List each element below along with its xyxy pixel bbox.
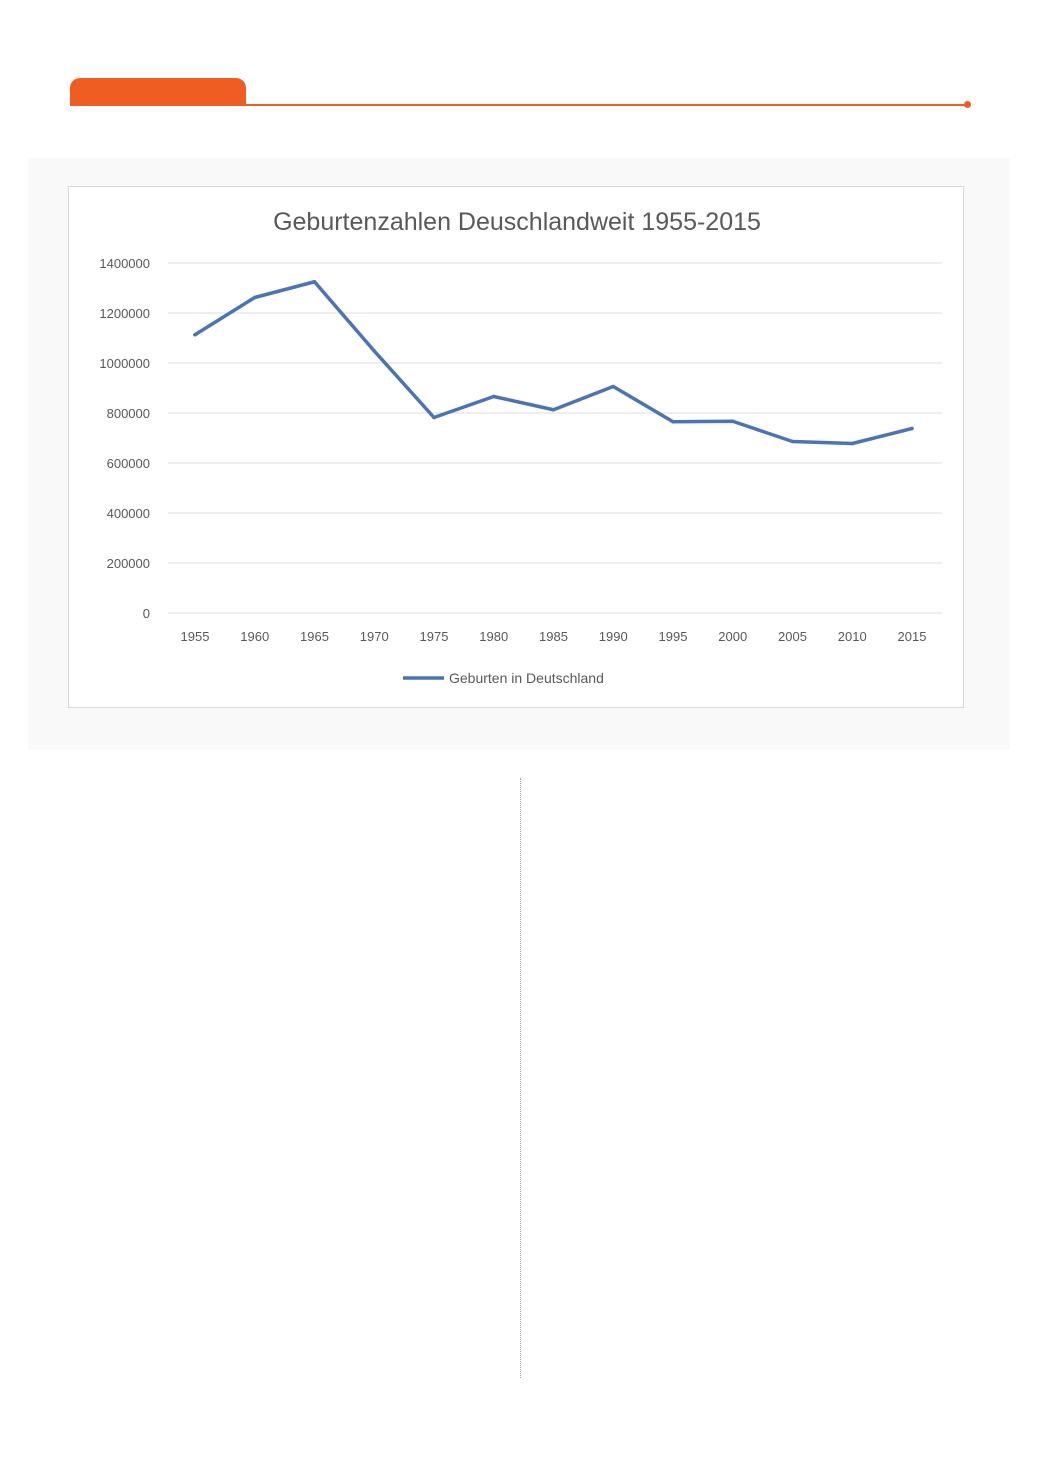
x-tick-label: 1995 [659,629,688,644]
data-point [551,408,556,412]
y-tick-label: 600000 [107,456,150,471]
x-tick-label: 1980 [479,629,508,644]
x-tick-label: 1990 [599,629,628,644]
y-tick-label: 1200000 [99,306,150,321]
data-point [432,415,436,420]
y-tick-label: 1000000 [99,356,150,371]
data-point [492,394,496,399]
data-point [731,419,735,423]
y-tick-label: 1400000 [99,256,150,271]
x-tick-label: 2000 [718,629,747,644]
y-tick-label: 0 [143,606,150,621]
x-tick-label: 1955 [181,629,210,644]
legend-label: Geburten in Deutschland [449,670,604,686]
data-point [790,439,795,444]
header-rule [246,104,968,106]
data-point [312,280,317,284]
data-point [671,420,675,424]
column-divider [520,778,521,1378]
chart-title: Geburtenzahlen Deuschlandweit 1955-2015 [273,208,761,236]
data-point [253,295,257,300]
y-tick-label: 400000 [107,506,150,521]
chart-frame [68,186,964,708]
x-tick-label: 1970 [360,629,389,644]
data-point [611,384,615,389]
x-tick-label: 2010 [838,629,867,644]
x-tick-label: 2005 [778,629,807,644]
x-tick-label: 2015 [898,629,927,644]
section-tab [70,78,246,106]
x-tick-label: 1975 [420,629,449,644]
data-point [850,441,854,446]
data-point [372,349,376,353]
data-point [193,333,197,337]
x-tick-label: 1965 [300,629,329,644]
header-rule-end-dot [964,101,971,108]
x-tick-label: 1960 [240,629,269,644]
y-tick-label: 200000 [107,556,150,571]
x-tick-label: 1985 [539,629,568,644]
y-tick-label: 800000 [107,406,150,421]
data-point [910,426,914,431]
